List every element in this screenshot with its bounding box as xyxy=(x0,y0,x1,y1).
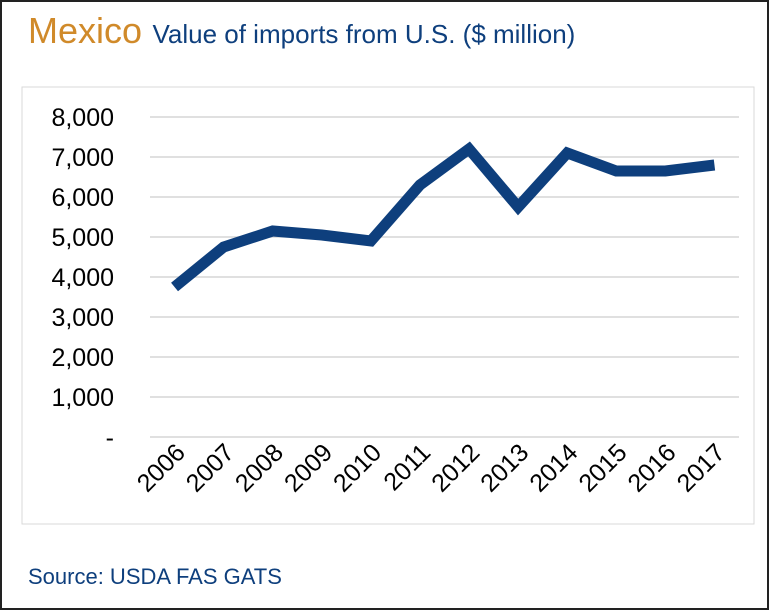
title-row: Mexico Value of imports from U.S. ($ mil… xyxy=(28,10,575,52)
x-tick-label: 2014 xyxy=(524,438,583,497)
plot-area-border xyxy=(21,86,755,525)
y-tick-label: 7,000 xyxy=(51,144,114,172)
y-tick-label: 4,000 xyxy=(51,264,114,292)
x-tick-label: 2006 xyxy=(132,438,191,497)
chart-title: Mexico xyxy=(28,10,143,51)
x-tick-label: 2008 xyxy=(230,438,289,497)
x-tick-label: 2013 xyxy=(475,438,534,497)
x-tick-label: 2017 xyxy=(672,438,731,497)
x-tick-label: 2015 xyxy=(573,438,632,497)
x-tick-label: 2010 xyxy=(328,438,387,497)
y-tick-label: 3,000 xyxy=(51,304,114,332)
y-tick-label: 1,000 xyxy=(51,384,114,412)
y-tick-label: 2,000 xyxy=(51,344,114,372)
source-note: Source: USDA FAS GATS xyxy=(28,564,282,589)
x-tick-label: 2009 xyxy=(279,438,338,497)
x-tick-label: 2007 xyxy=(181,438,240,497)
chart-subtitle: Value of imports from U.S. ($ million) xyxy=(152,19,576,49)
x-tick-label: 2011 xyxy=(378,438,436,496)
x-tick-label: 2012 xyxy=(426,438,485,497)
series-line xyxy=(171,141,716,292)
y-tick-label: 5,000 xyxy=(51,224,114,252)
y-tick-label: 6,000 xyxy=(51,184,114,212)
line-chart: - 1,000 2,000 3,000 4,000 5,000 6,000 7,000 8,00… xyxy=(21,86,755,525)
y-tick-label: - xyxy=(106,424,114,452)
y-tick-label: 8,000 xyxy=(51,104,114,132)
x-tick-label: 2016 xyxy=(622,438,681,497)
